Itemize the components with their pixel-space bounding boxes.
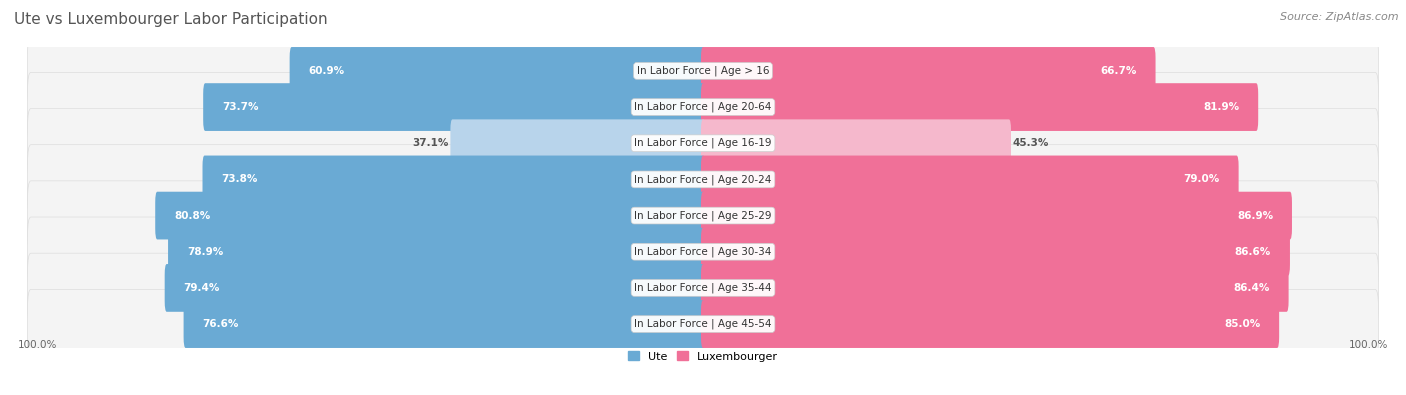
FancyBboxPatch shape [202, 156, 704, 203]
Text: In Labor Force | Age 30-34: In Labor Force | Age 30-34 [634, 246, 772, 257]
Text: 79.0%: 79.0% [1184, 175, 1219, 184]
FancyBboxPatch shape [28, 72, 1378, 142]
Text: 86.6%: 86.6% [1234, 247, 1271, 257]
Text: 73.7%: 73.7% [222, 102, 259, 112]
FancyBboxPatch shape [165, 264, 704, 312]
Text: In Labor Force | Age 35-44: In Labor Force | Age 35-44 [634, 283, 772, 293]
FancyBboxPatch shape [702, 300, 1279, 348]
Text: 80.8%: 80.8% [174, 211, 211, 220]
FancyBboxPatch shape [169, 228, 704, 276]
Text: 73.8%: 73.8% [221, 175, 257, 184]
FancyBboxPatch shape [28, 36, 1378, 105]
FancyBboxPatch shape [702, 47, 1156, 95]
Text: In Labor Force | Age 25-29: In Labor Force | Age 25-29 [634, 210, 772, 221]
FancyBboxPatch shape [702, 192, 1292, 239]
Text: 86.4%: 86.4% [1233, 283, 1270, 293]
Text: 78.9%: 78.9% [187, 247, 224, 257]
FancyBboxPatch shape [155, 192, 704, 239]
Text: 81.9%: 81.9% [1204, 102, 1239, 112]
FancyBboxPatch shape [28, 290, 1378, 359]
Text: In Labor Force | Age 20-64: In Labor Force | Age 20-64 [634, 102, 772, 112]
FancyBboxPatch shape [702, 156, 1239, 203]
FancyBboxPatch shape [28, 71, 1378, 140]
Text: In Labor Force | Age 45-54: In Labor Force | Age 45-54 [634, 319, 772, 329]
Text: 86.9%: 86.9% [1237, 211, 1272, 220]
FancyBboxPatch shape [28, 179, 1378, 249]
Text: 45.3%: 45.3% [1012, 138, 1049, 148]
Text: 100.0%: 100.0% [17, 340, 56, 350]
FancyBboxPatch shape [28, 217, 1378, 286]
Text: 66.7%: 66.7% [1101, 66, 1136, 76]
FancyBboxPatch shape [28, 253, 1378, 323]
FancyBboxPatch shape [28, 252, 1378, 321]
FancyBboxPatch shape [184, 300, 704, 348]
FancyBboxPatch shape [28, 181, 1378, 250]
FancyBboxPatch shape [290, 47, 704, 95]
FancyBboxPatch shape [702, 83, 1258, 131]
FancyBboxPatch shape [450, 119, 704, 167]
FancyBboxPatch shape [28, 216, 1378, 285]
Text: In Labor Force | Age > 16: In Labor Force | Age > 16 [637, 66, 769, 76]
FancyBboxPatch shape [702, 228, 1289, 276]
Text: 37.1%: 37.1% [413, 138, 449, 148]
Text: In Labor Force | Age 16-19: In Labor Force | Age 16-19 [634, 138, 772, 149]
FancyBboxPatch shape [28, 143, 1378, 213]
Text: 60.9%: 60.9% [308, 66, 344, 76]
Text: 76.6%: 76.6% [202, 319, 239, 329]
FancyBboxPatch shape [702, 119, 1011, 167]
FancyBboxPatch shape [28, 35, 1378, 104]
Text: 79.4%: 79.4% [184, 283, 219, 293]
Text: Ute vs Luxembourger Labor Participation: Ute vs Luxembourger Labor Participation [14, 12, 328, 27]
FancyBboxPatch shape [204, 83, 704, 131]
Text: In Labor Force | Age 20-24: In Labor Force | Age 20-24 [634, 174, 772, 185]
FancyBboxPatch shape [28, 288, 1378, 357]
Legend: Ute, Luxembourger: Ute, Luxembourger [624, 347, 782, 366]
Text: Source: ZipAtlas.com: Source: ZipAtlas.com [1281, 12, 1399, 22]
FancyBboxPatch shape [28, 109, 1378, 178]
FancyBboxPatch shape [28, 145, 1378, 214]
FancyBboxPatch shape [28, 107, 1378, 177]
FancyBboxPatch shape [702, 264, 1289, 312]
Text: 100.0%: 100.0% [1350, 340, 1389, 350]
Text: 85.0%: 85.0% [1225, 319, 1260, 329]
